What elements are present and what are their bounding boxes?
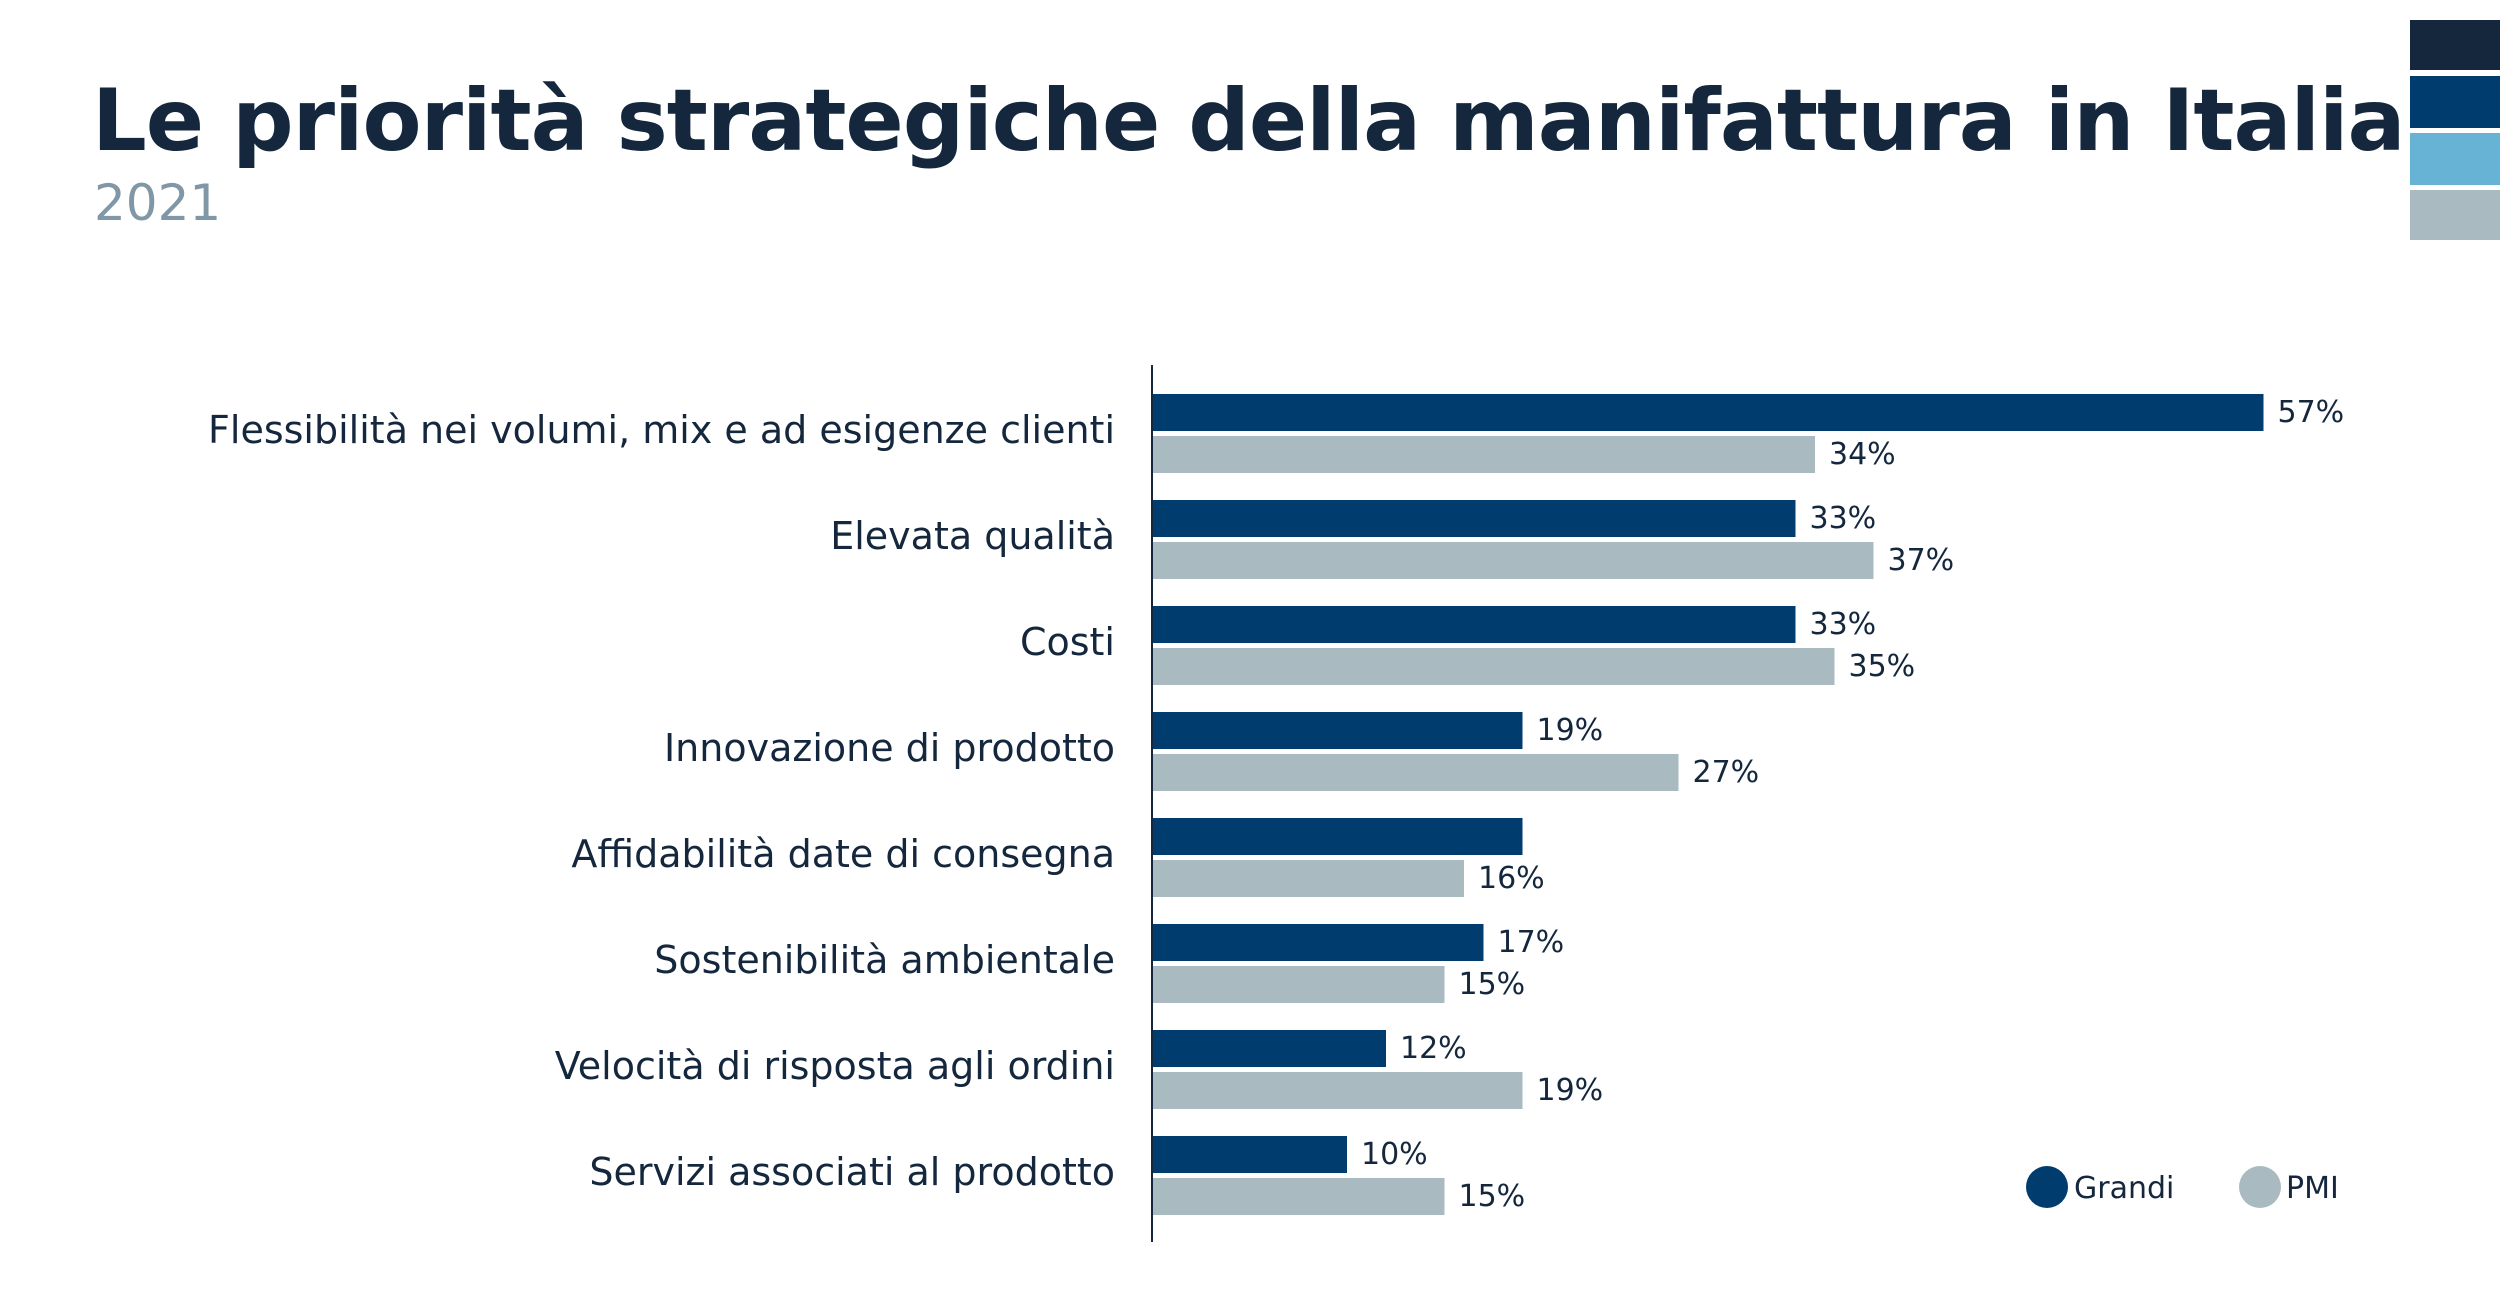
category-label: Costi (1020, 620, 1115, 664)
bar-pmi (1152, 436, 1815, 473)
category-label: Innovazione di prodotto (664, 726, 1115, 770)
data-label: 33% (1810, 607, 1877, 642)
bar-pmi (1152, 1072, 1523, 1109)
bar-pmi (1152, 966, 1445, 1003)
data-label: 16% (1478, 861, 1545, 896)
corner-swatch-dark-navy (2410, 20, 2500, 70)
corner-swatch-light-blue (2410, 133, 2500, 185)
chart-title: Le priorità strategiche della manifattur… (92, 71, 2405, 171)
data-label: 57% (2278, 395, 2345, 430)
data-label: 10% (1361, 1137, 1428, 1172)
legend-label-grandi: Grandi (2074, 1171, 2174, 1206)
data-label: 37% (1888, 543, 1955, 578)
bar-pmi (1152, 754, 1679, 791)
category-label: Flessibilità nei volumi, mix e ad esigen… (208, 408, 1115, 452)
bar-grandi (1152, 818, 1523, 855)
data-label: 17% (1498, 925, 1565, 960)
legend-marker-grandi (2026, 1166, 2068, 1208)
legend-marker-pmi (2239, 1166, 2281, 1208)
bar-pmi (1152, 542, 1874, 579)
category-label: Servizi associati al prodotto (589, 1150, 1115, 1194)
bar-pmi (1152, 648, 1835, 685)
data-label: 34% (1829, 437, 1896, 472)
chart-subtitle-year: 2021 (94, 174, 222, 232)
category-label: Affidabilità date di consegna (571, 832, 1115, 876)
category-label: Elevata qualità (830, 514, 1115, 558)
data-label: 33% (1810, 501, 1877, 536)
data-label: 15% (1459, 967, 1526, 1002)
data-label: 19% (1537, 1073, 1604, 1108)
corner-swatch-navy (2410, 76, 2500, 128)
data-label: 35% (1849, 649, 1916, 684)
corner-swatch-grey (2410, 190, 2500, 240)
bar-grandi (1152, 606, 1796, 643)
bar-grandi (1152, 500, 1796, 537)
bar-grandi (1152, 1136, 1347, 1173)
data-label: 27% (1693, 755, 1760, 790)
bar-grandi (1152, 394, 2264, 431)
category-label: Sostenibilità ambientale (654, 938, 1115, 982)
category-label: Velocità di risposta agli ordini (555, 1044, 1115, 1088)
data-label: 15% (1459, 1179, 1526, 1214)
bar-grandi (1152, 924, 1484, 961)
bar-grandi (1152, 1030, 1386, 1067)
bar-pmi (1152, 860, 1464, 897)
data-label: 12% (1400, 1031, 1467, 1066)
data-label: 19% (1537, 713, 1604, 748)
bar-pmi (1152, 1178, 1445, 1215)
legend-label-pmi: PMI (2286, 1171, 2339, 1206)
bar-grandi (1152, 712, 1523, 749)
